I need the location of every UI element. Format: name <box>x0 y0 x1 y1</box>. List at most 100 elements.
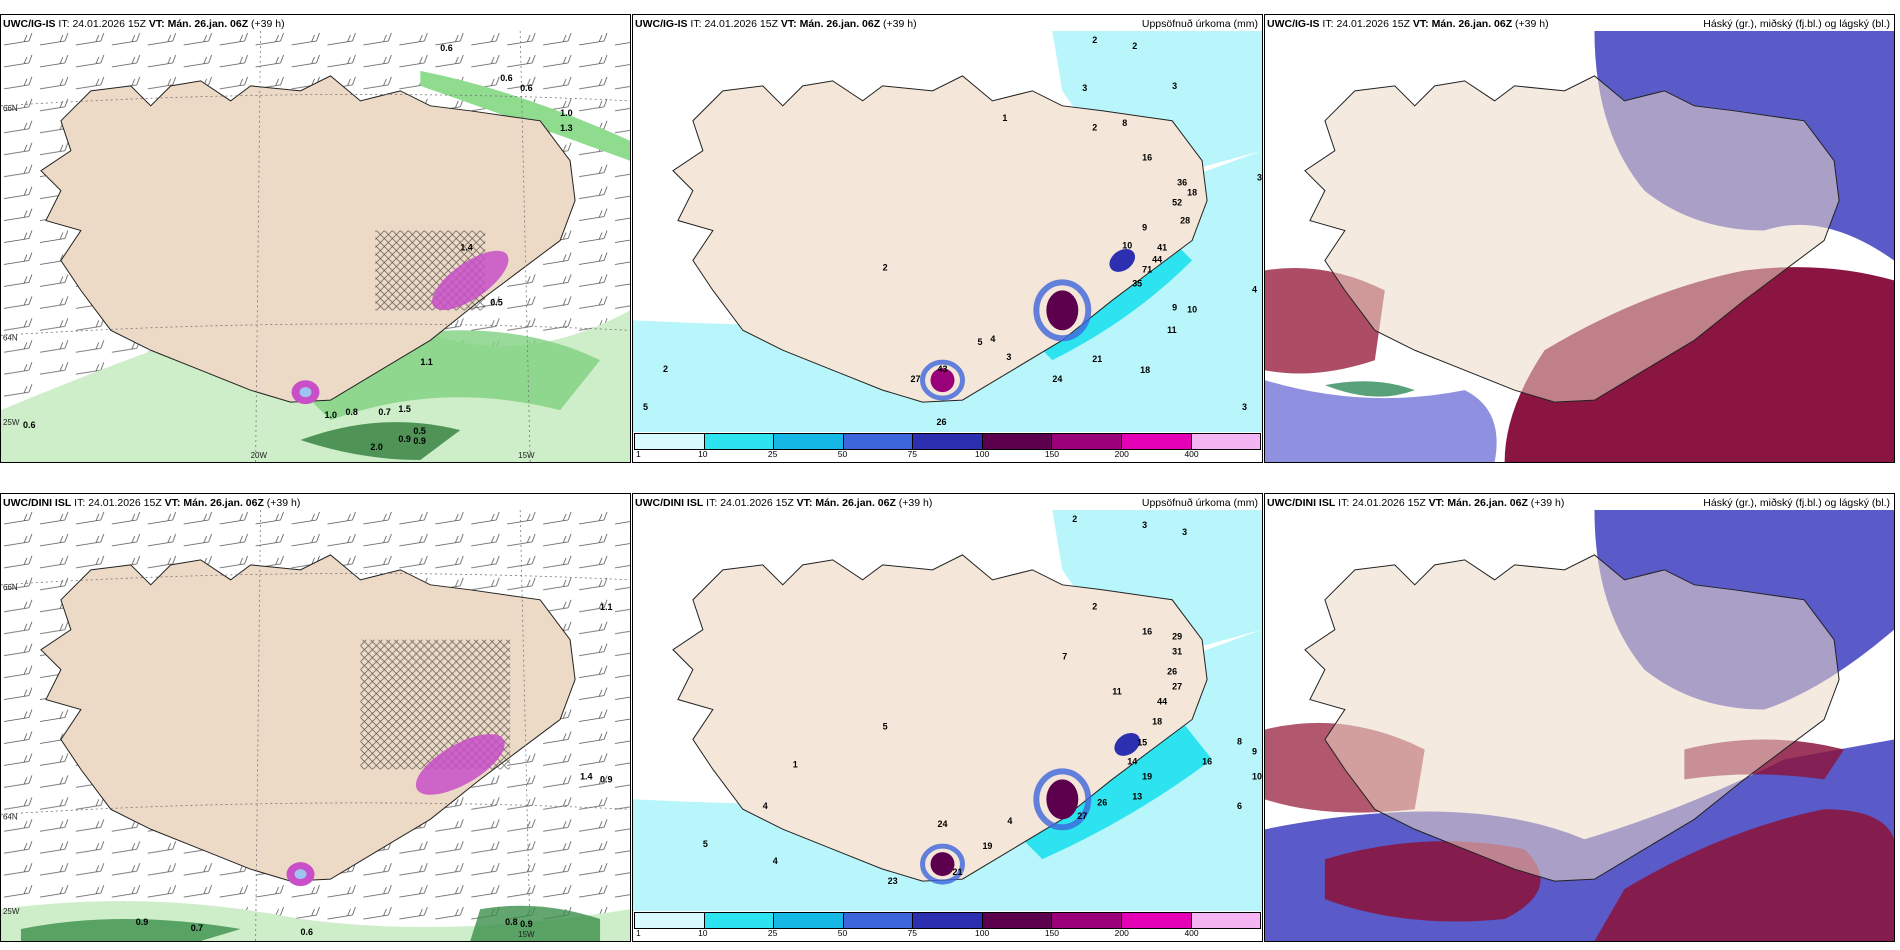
panel-header: UWC/DINI ISL IT: 24.01.2026 15Z VT: Mán.… <box>3 497 301 509</box>
svg-text:1.0: 1.0 <box>324 410 336 420</box>
svg-text:0.9: 0.9 <box>398 434 410 444</box>
colorbar-swatch <box>1191 434 1261 449</box>
panel-header: UWC/IG-IS IT: 24.01.2026 15Z VT: Mán. 26… <box>1267 18 1549 30</box>
colorbar-swatch <box>982 434 1053 449</box>
lon-label-20: 20W <box>251 451 268 460</box>
panel-wind-bottom: UWC/DINI ISL IT: 24.01.2026 15Z VT: Mán.… <box>0 493 631 942</box>
wind-map: 66N 64N 25W 15W 0.9 0.7 0.6 0.8 0.9 1.4 … <box>1 510 630 941</box>
svg-text:18: 18 <box>1152 716 1162 726</box>
svg-text:21: 21 <box>1092 354 1102 364</box>
wind-value-labels: 0.6 0.6 1.0 0.5 0.6 0.8 0.7 1.0 1.5 0.9 … <box>23 43 573 452</box>
svg-text:4: 4 <box>773 856 778 866</box>
svg-text:16: 16 <box>1142 153 1152 163</box>
svg-text:1.5: 1.5 <box>398 404 410 414</box>
colorbar-label: 75 <box>907 928 917 938</box>
svg-text:29: 29 <box>1172 632 1182 642</box>
svg-text:1.1: 1.1 <box>600 602 612 612</box>
panel-header: UWC/IG-IS IT: 24.01.2026 15Z VT: Mán. 26… <box>3 18 285 30</box>
colorbar-swatch <box>704 913 775 928</box>
wind-value-labels: 0.9 0.7 0.6 0.8 0.9 1.4 0.9 1.1 <box>136 602 613 937</box>
precip-map: 2 2 3 1 2 3 8 16 36 18 52 28 9 10 41 44 … <box>633 31 1262 432</box>
colorbar-label: 150 <box>1044 928 1059 938</box>
svg-text:10: 10 <box>1252 771 1262 781</box>
panel-precip-top: UWC/IG-IS IT: 24.01.2026 15Z VT: Mán. 26… <box>632 14 1263 463</box>
svg-text:0.5: 0.5 <box>413 426 425 436</box>
svg-text:3: 3 <box>1082 83 1087 93</box>
svg-text:0.8: 0.8 <box>505 917 517 927</box>
svg-text:9: 9 <box>1172 302 1177 312</box>
svg-text:2: 2 <box>1092 123 1097 133</box>
panel-precip-bottom: UWC/DINI ISL IT: 24.01.2026 15Z VT: Mán.… <box>632 493 1263 942</box>
svg-text:26: 26 <box>937 417 947 427</box>
colorbar-label: 400 <box>1184 928 1199 938</box>
svg-text:3: 3 <box>1142 520 1147 530</box>
colorbar-swatch <box>635 434 705 449</box>
colorbar: 1 10 25 50 75 100 150 200 400 <box>633 432 1262 462</box>
colorbar-swatch <box>1121 434 1192 449</box>
svg-text:18: 18 <box>1187 188 1197 198</box>
iceland-land <box>1304 554 1840 882</box>
panel-title: Uppsöfnuð úrkoma (mm) <box>1141 497 1258 509</box>
colorbar: 1 10 25 50 75 100 150 200 400 <box>633 911 1262 941</box>
precip-values: 2 2 3 1 2 3 8 16 36 18 52 28 9 10 41 44 … <box>643 35 1262 427</box>
lon-label-15: 15W <box>518 451 535 460</box>
colorbar-label: 25 <box>767 449 778 459</box>
svg-text:0.6: 0.6 <box>440 43 452 53</box>
svg-text:2: 2 <box>1092 35 1097 45</box>
svg-text:4: 4 <box>990 334 995 344</box>
svg-text:1.3: 1.3 <box>560 123 572 133</box>
svg-text:0.8: 0.8 <box>345 407 357 417</box>
svg-text:2: 2 <box>883 262 888 272</box>
svg-text:3: 3 <box>1257 173 1262 183</box>
svg-text:1: 1 <box>793 759 798 769</box>
lat-label-64: 64N <box>3 812 18 821</box>
svg-text:3: 3 <box>1242 402 1247 412</box>
svg-text:19: 19 <box>982 841 992 851</box>
svg-text:18: 18 <box>1140 365 1150 375</box>
svg-text:6: 6 <box>1237 801 1242 811</box>
svg-text:41: 41 <box>1157 242 1167 252</box>
colorbar-label: 1 <box>636 928 641 938</box>
svg-text:2: 2 <box>1072 514 1077 524</box>
colorbar-label: 400 <box>1184 449 1199 459</box>
cloud-map <box>1265 31 1894 462</box>
svg-text:1.4: 1.4 <box>460 242 472 252</box>
panel-header: UWC/DINI ISL IT: 24.01.2026 15Z VT: Mán.… <box>1267 497 1565 509</box>
svg-text:0.5: 0.5 <box>490 297 502 307</box>
panel-title: Uppsöfnuð úrkoma (mm) <box>1141 18 1258 30</box>
colorbar-label: 100 <box>975 449 990 459</box>
lat-label-66: 66N <box>3 104 18 113</box>
svg-text:4: 4 <box>763 801 768 811</box>
svg-text:0.6: 0.6 <box>23 420 35 430</box>
svg-text:27: 27 <box>911 374 921 384</box>
svg-text:2: 2 <box>663 364 668 374</box>
iceland-land <box>1304 75 1840 403</box>
svg-text:3: 3 <box>1172 81 1177 91</box>
svg-text:10: 10 <box>1122 240 1132 250</box>
svg-text:2: 2 <box>1132 41 1137 51</box>
svg-text:28: 28 <box>1180 216 1190 226</box>
panel-clouds-bottom: UWC/DINI ISL IT: 24.01.2026 15Z VT: Mán.… <box>1264 493 1895 942</box>
lat-label-64: 64N <box>3 333 18 342</box>
svg-text:0.9: 0.9 <box>413 436 425 446</box>
svg-text:44: 44 <box>1157 697 1167 707</box>
svg-text:9: 9 <box>1252 746 1257 756</box>
lat-label-66: 66N <box>3 583 18 592</box>
svg-text:0.7: 0.7 <box>378 407 390 417</box>
colorbar-swatch <box>774 434 844 449</box>
svg-text:44: 44 <box>1152 254 1162 264</box>
svg-text:3: 3 <box>1006 352 1011 362</box>
iceland-land <box>40 75 576 403</box>
svg-text:5: 5 <box>643 402 648 412</box>
svg-text:5: 5 <box>883 721 888 731</box>
svg-text:16: 16 <box>1142 627 1152 637</box>
colorbar-label: 150 <box>1044 449 1059 459</box>
panel-title: Háský (gr.), miðský (fj.bl.) og lágský (… <box>1703 497 1890 509</box>
panel-title: Háský (gr.), miðský (fj.bl.) og lágský (… <box>1703 18 1890 30</box>
precip-map: 2 3 3 2 7 16 11 29 31 26 27 44 18 15 16 … <box>633 510 1262 911</box>
precip-values: 2 3 3 2 7 16 11 29 31 26 27 44 18 15 16 … <box>703 514 1262 886</box>
colorbar-swatch <box>843 913 914 928</box>
colorbar-label: 1 <box>636 449 641 459</box>
svg-text:15: 15 <box>1137 737 1147 747</box>
svg-text:1.0: 1.0 <box>560 108 572 118</box>
